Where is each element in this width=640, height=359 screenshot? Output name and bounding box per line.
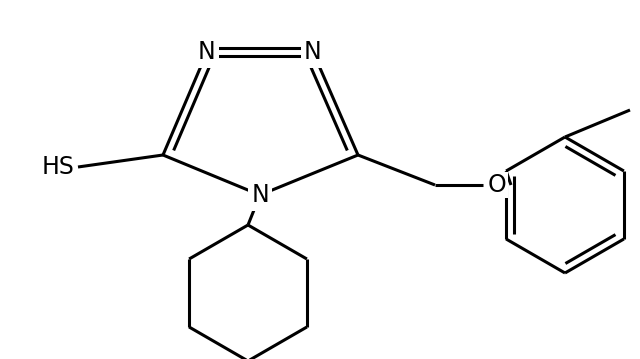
Text: HS: HS (41, 155, 74, 179)
Text: N: N (304, 40, 322, 64)
Text: N: N (251, 183, 269, 207)
Text: O: O (488, 173, 506, 197)
Text: N: N (198, 40, 216, 64)
